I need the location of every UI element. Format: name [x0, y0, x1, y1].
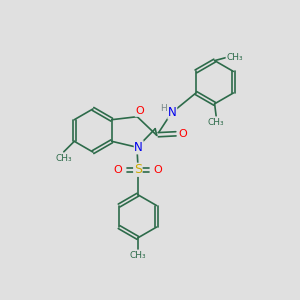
Text: CH₃: CH₃ — [208, 118, 224, 127]
Text: O: O — [178, 129, 187, 139]
Text: O: O — [114, 165, 122, 175]
Text: CH₃: CH₃ — [130, 251, 146, 260]
Text: CH₃: CH₃ — [226, 53, 243, 62]
Text: N: N — [134, 141, 143, 154]
Text: N: N — [168, 106, 177, 119]
Text: CH₃: CH₃ — [56, 154, 72, 163]
Text: O: O — [153, 165, 162, 175]
Text: H: H — [160, 104, 167, 113]
Text: O: O — [135, 106, 144, 116]
Text: S: S — [134, 163, 142, 176]
